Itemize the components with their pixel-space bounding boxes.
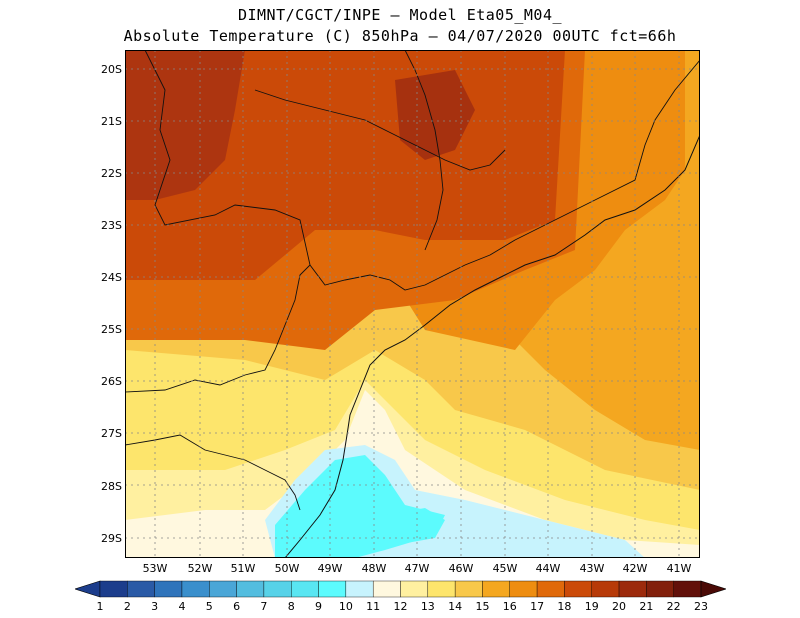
lon-label: 52W	[187, 562, 213, 575]
colorbar-tick-label: 19	[584, 600, 599, 613]
colorbar-arrow-high	[700, 580, 726, 598]
colorbar-tick-label: 7	[260, 600, 268, 613]
lon-label: 53W	[142, 562, 168, 575]
colorbar-tick-label: 22	[666, 600, 681, 613]
lon-label: 49W	[317, 562, 343, 575]
colorbar-swatch	[291, 580, 319, 598]
colorbar-swatch	[372, 580, 401, 598]
colorbar-tick-label: 8	[287, 600, 295, 613]
chart-title-line-2: Absolute Temperature (C) 850hPa – 04/07/…	[123, 27, 677, 45]
chart-title-line-1: DIMNT/CGCT/INPE – Model Eta05_M04_	[237, 6, 563, 24]
colorbar-swatch	[181, 580, 210, 598]
lat-label: 25S	[101, 323, 122, 336]
colorbar-swatch	[427, 580, 456, 598]
temperature-map	[125, 50, 700, 558]
colorbar-tick-label: 12	[393, 600, 408, 613]
colorbar-tick-label: 16	[502, 600, 517, 613]
map-frame	[125, 50, 700, 558]
lat-label: 22S	[101, 167, 122, 180]
colorbar-swatch	[454, 580, 483, 598]
lon-label: 47W	[404, 562, 430, 575]
colorbar-swatch	[263, 580, 292, 598]
colorbar-tick-label: 15	[475, 600, 490, 613]
colorbar-swatch	[591, 580, 620, 598]
lat-label: 28S	[101, 480, 122, 493]
graticule	[125, 50, 700, 558]
lon-label: 48W	[361, 562, 387, 575]
colorbar-tick-label: 10	[338, 600, 353, 613]
colorbar-tick-label: 2	[123, 600, 131, 613]
colorbar-tick-label: 5	[205, 600, 213, 613]
field-dark-red-2	[395, 70, 475, 160]
lat-label: 29S	[101, 532, 122, 545]
colorbar-swatch	[509, 580, 538, 598]
lat-label: 20S	[101, 63, 122, 76]
colorbar-tick-label: 1	[96, 600, 104, 613]
field-cold-cyan-2	[385, 508, 445, 545]
colorbar-tick-label: 13	[420, 600, 435, 613]
lon-label: 46W	[448, 562, 474, 575]
colorbar-tick-label: 20	[612, 600, 627, 613]
coastline	[284, 134, 700, 558]
colorbar-swatch	[154, 580, 183, 598]
colorbar-tick-label: 23	[694, 600, 708, 613]
colorbar-swatch	[564, 580, 592, 598]
lat-label: 27S	[101, 427, 122, 440]
colorbar-tick-label: 9	[315, 600, 323, 613]
colorbar-tick-label: 21	[639, 600, 654, 613]
lon-label: 43W	[579, 562, 605, 575]
colorbar-swatch	[618, 580, 647, 598]
lat-label: 24S	[101, 271, 122, 284]
colorbar-swatch	[127, 580, 155, 598]
lat-label: 23S	[101, 219, 122, 232]
lon-label: 41W	[666, 562, 692, 575]
colorbar	[75, 580, 726, 598]
colorbar-tick-label: 6	[233, 600, 241, 613]
colorbar-swatch	[536, 580, 565, 598]
colorbar-swatch	[236, 580, 265, 598]
lon-label: 45W	[492, 562, 518, 575]
lon-label: 42W	[622, 562, 648, 575]
colorbar-tick-label: 4	[178, 600, 186, 613]
colorbar-swatch	[209, 580, 237, 598]
lat-label: 21S	[101, 115, 122, 128]
colorbar-swatch	[646, 580, 674, 598]
colorbar-tick-label: 17	[530, 600, 545, 613]
colorbar-swatch	[345, 580, 374, 598]
colorbar-tick-label: 3	[151, 600, 159, 613]
colorbar-swatch	[318, 580, 347, 598]
lon-label: 44W	[535, 562, 561, 575]
lat-label: 26S	[101, 375, 122, 388]
colorbar-arrow-low	[75, 580, 101, 598]
lon-label: 50W	[274, 562, 300, 575]
colorbar-tick-label: 14	[448, 600, 463, 613]
colorbar-swatch	[99, 580, 128, 598]
lon-label: 51W	[230, 562, 256, 575]
colorbar-swatch	[482, 580, 510, 598]
colorbar-swatch	[673, 580, 702, 598]
colorbar-tick-label: 18	[557, 600, 572, 613]
colorbar-tick-label: 11	[366, 600, 381, 613]
colorbar-swatch	[400, 580, 429, 598]
